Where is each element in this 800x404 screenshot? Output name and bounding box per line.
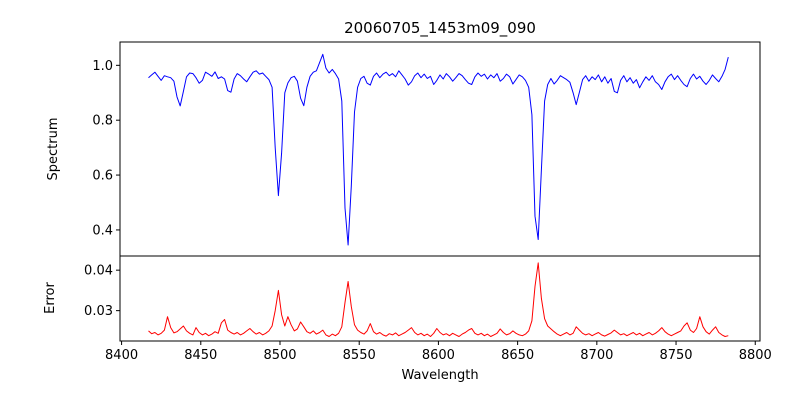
spectrum-panel: 1.0 0.8 0.6 0.4: [92, 41, 761, 257]
spectrum-y-tick-label: 1.0: [92, 59, 113, 74]
x-tick-label: 8550: [343, 348, 376, 363]
error-y-axis-label: Error: [43, 282, 58, 314]
plot-title: 20060705_1453m09_090: [344, 19, 536, 38]
error-y-tick-label: 0.03: [84, 304, 113, 319]
x-tick-label: 8800: [739, 348, 772, 363]
error-panel: 0.04 0.03 8400 8450 8500 8550 8600 8650 8700 8750…: [84, 255, 772, 363]
spectrum-y-tick-label: 0.4: [92, 223, 113, 238]
error-line: [148, 262, 729, 337]
error-y-tick-label: 0.04: [84, 264, 113, 279]
error-axes-frame: [119, 255, 761, 342]
x-tick-label: 8750: [659, 348, 692, 363]
spectrum-line: [148, 53, 729, 246]
spectrum-y-tick-label: 0.8: [92, 114, 113, 129]
x-axis-label: Wavelength: [401, 368, 478, 383]
x-tick-label: 8600: [422, 348, 455, 363]
x-tick-label: 8400: [105, 348, 138, 363]
spectrum-y-axis-label: Spectrum: [46, 118, 61, 181]
x-tick-label: 8500: [263, 348, 296, 363]
x-tick-label: 8700: [580, 348, 613, 363]
x-tick-label: 8650: [501, 348, 534, 363]
x-tick-label: 8450: [184, 348, 217, 363]
spectrum-y-tick-label: 0.6: [92, 169, 113, 184]
